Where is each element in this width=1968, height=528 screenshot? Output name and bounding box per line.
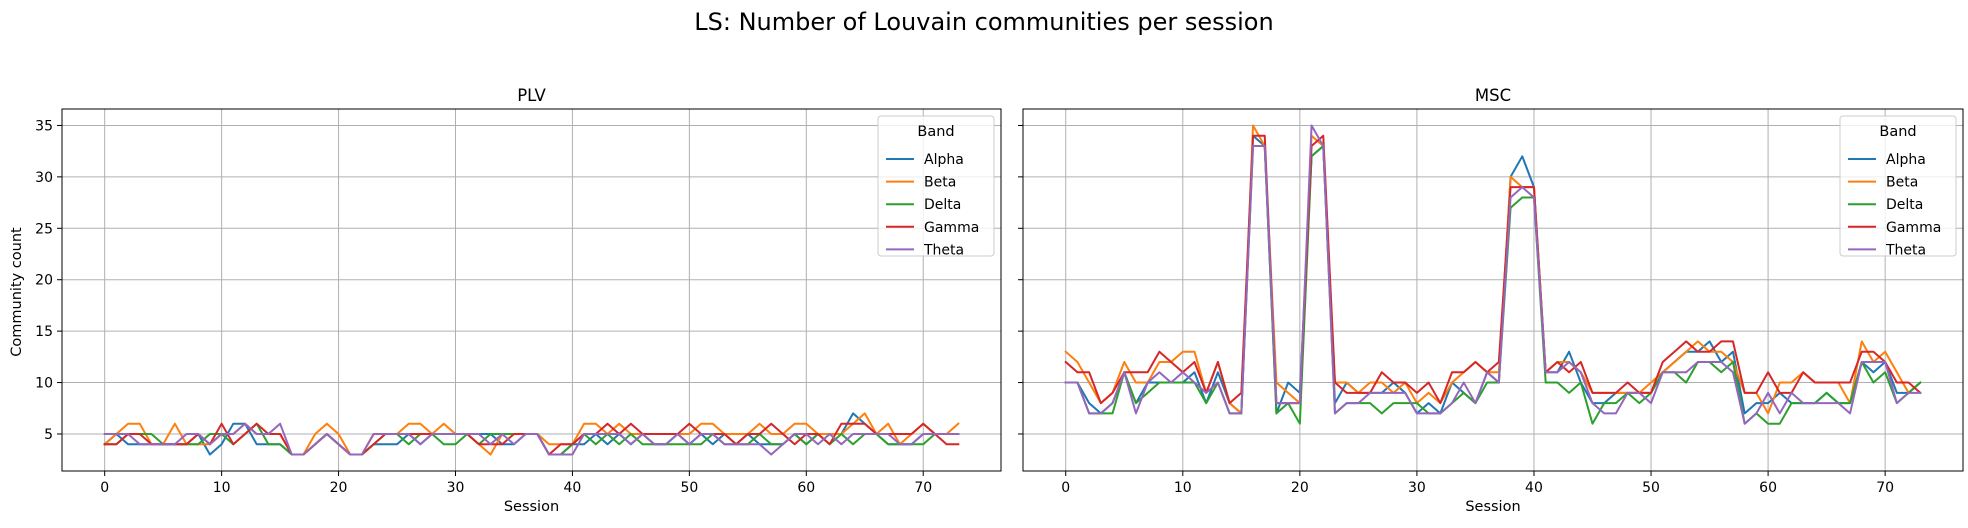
x-tick-label: 40 [1525, 480, 1543, 496]
y-tick-label: 25 [35, 221, 53, 237]
y-tick-label: 5 [44, 427, 53, 443]
x-tick-label: 0 [1061, 480, 1070, 496]
legend-label-beta: Beta [1886, 175, 1918, 191]
legend-title: Band [917, 124, 954, 140]
series-line-delta [103, 422, 960, 456]
series-line-gamma [1064, 134, 1922, 405]
plv-axes-frame [61, 108, 1002, 472]
x-axis-label: Session [1465, 499, 1520, 515]
legend-label-beta: Beta [924, 175, 956, 191]
x-tick-label: 10 [1174, 480, 1192, 496]
x-tick-label: 70 [914, 480, 932, 496]
x-tick-label: 40 [564, 480, 582, 496]
series-line-delta [1064, 145, 1922, 425]
figure-title: LS: Number of Louvain communities per se… [694, 8, 1273, 36]
x-tick-label: 60 [797, 480, 815, 496]
legend-label-theta: Theta [923, 242, 964, 258]
series-line-theta [1064, 124, 1922, 425]
legend-label-gamma: Gamma [1886, 220, 1941, 236]
msc-lines [1064, 124, 1922, 425]
msc-title: MSC [1475, 86, 1511, 105]
x-tick-label: 50 [1642, 480, 1660, 496]
legend-label-delta: Delta [924, 197, 961, 213]
y-tick-label: 15 [35, 324, 53, 340]
msc-panel: 0 10 20 30 40 50 60 70 MSC Session Band Alpha Beta De… [1018, 86, 1964, 515]
y-axis-label: Community count [9, 227, 25, 357]
plv-panel: 0 10 20 30 40 50 60 70 5 10 15 20 25 30 35 PLV Session Ba… [35, 86, 1002, 515]
y-tick-label: 10 [35, 376, 53, 392]
x-tick-label: 0 [100, 480, 109, 496]
x-axis-label: Session [504, 499, 559, 515]
msc-legend: Band Alpha Beta Delta Gamma Theta [1839, 115, 1957, 258]
x-tick-label: 20 [330, 480, 348, 496]
plv-grid [62, 109, 1001, 471]
plv-title: PLV [517, 86, 546, 105]
x-tick-label: 30 [447, 480, 465, 496]
msc-grid [1023, 109, 1963, 471]
msc-axes-frame [1022, 108, 1964, 472]
legend-label-alpha: Alpha [1886, 152, 1926, 168]
legend-label-theta: Theta [1885, 242, 1926, 258]
legend-box [877, 115, 995, 257]
x-tick-label: 50 [680, 480, 698, 496]
legend-title: Band [1879, 124, 1916, 140]
x-tick-label: 70 [1876, 480, 1894, 496]
series-line-beta [1064, 124, 1922, 415]
x-tick-label: 20 [1291, 480, 1309, 496]
legend-label-alpha: Alpha [924, 152, 964, 168]
legend-label-delta: Delta [1886, 197, 1923, 213]
series-line-gamma [103, 422, 960, 456]
x-tick-label: 60 [1759, 480, 1777, 496]
y-tick-label: 35 [35, 118, 53, 134]
legend-box [1839, 115, 1957, 257]
x-tick-label: 10 [213, 480, 231, 496]
y-tick-label: 30 [35, 170, 53, 186]
plv-lines [103, 412, 960, 456]
series-line-theta [103, 422, 960, 456]
plv-legend: Band Alpha Beta Delta Gamma Theta [877, 115, 995, 258]
x-tick-label: 30 [1408, 480, 1426, 496]
y-tick-label: 20 [35, 273, 53, 289]
legend-label-gamma: Gamma [924, 220, 979, 236]
